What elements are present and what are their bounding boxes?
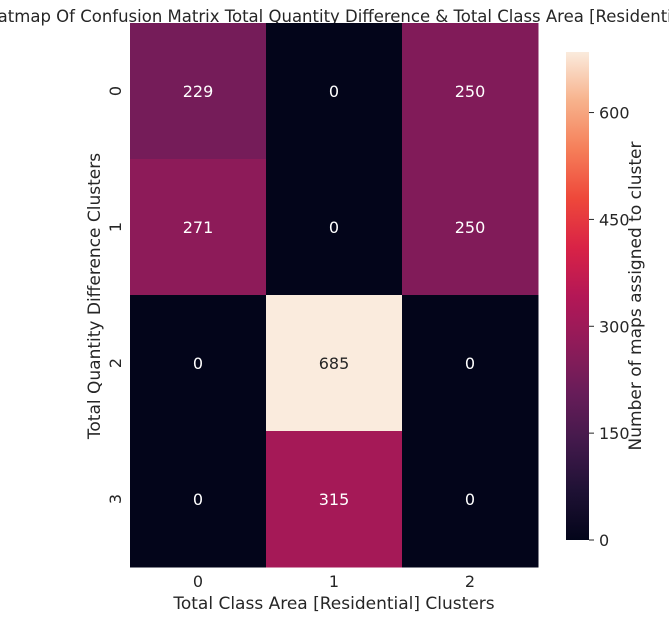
heatmap-cell bbox=[130, 159, 267, 296]
colorbar bbox=[566, 52, 589, 540]
x-tick-label: 0 bbox=[193, 572, 203, 591]
y-tick-labels: 0 1 2 3 bbox=[106, 86, 125, 504]
heatmap-cell bbox=[266, 159, 403, 296]
cell-value-label: 0 bbox=[329, 82, 339, 101]
chart-title: Heatmap Of Confusion Matrix Total Quanti… bbox=[0, 7, 669, 26]
colorbar-tick-label: 450 bbox=[599, 210, 630, 229]
y-tick-label: 0 bbox=[106, 86, 125, 96]
heatmap-cell bbox=[130, 23, 267, 160]
cell-value-label: 229 bbox=[183, 82, 214, 101]
x-tick-label: 1 bbox=[329, 572, 339, 591]
cell-value-label: 250 bbox=[455, 82, 486, 101]
colorbar-tick-label: 150 bbox=[599, 424, 630, 443]
x-axis-label: Total Class Area [Residential] Clusters bbox=[172, 594, 494, 614]
heatmap-cell bbox=[266, 295, 403, 432]
cell-value-label: 271 bbox=[183, 218, 214, 237]
cell-value-label: 0 bbox=[193, 490, 203, 509]
cell-value-label: 250 bbox=[455, 218, 486, 237]
heatmap-cell bbox=[130, 431, 267, 568]
cell-value-label: 315 bbox=[319, 490, 350, 509]
y-tick-label: 1 bbox=[106, 222, 125, 232]
cell-value-label: 0 bbox=[329, 218, 339, 237]
heatmap-cell bbox=[402, 159, 539, 296]
heatmap-cell bbox=[402, 23, 539, 160]
heatmap-cell bbox=[402, 431, 539, 568]
cell-value-label: 685 bbox=[319, 354, 350, 373]
y-axis-label: Total Quantity Difference Clusters bbox=[85, 153, 105, 440]
cell-value-label: 0 bbox=[465, 354, 475, 373]
colorbar-tick-label: 300 bbox=[599, 317, 630, 336]
x-tick-labels: 0 1 2 bbox=[193, 572, 475, 591]
colorbar-ticks: 0 150 300 450 600 bbox=[589, 104, 630, 550]
x-tick-label: 2 bbox=[465, 572, 475, 591]
colorbar-tick-label: 600 bbox=[599, 104, 630, 123]
heatmap-cell bbox=[266, 23, 403, 160]
heatmap-cells bbox=[130, 23, 539, 568]
colorbar-label: Number of maps assigned to cluster bbox=[626, 142, 646, 451]
heatmap-cell bbox=[130, 295, 267, 432]
y-tick-label: 2 bbox=[106, 358, 125, 368]
cell-value-label: 0 bbox=[193, 354, 203, 373]
cell-value-label: 0 bbox=[465, 490, 475, 509]
heatmap-cell bbox=[402, 295, 539, 432]
y-tick-label: 3 bbox=[106, 494, 125, 504]
colorbar-tick-label: 0 bbox=[599, 531, 609, 550]
heatmap-cell bbox=[266, 431, 403, 568]
cell-annotations: 229 0 250 271 0 250 0 685 0 0 315 0 bbox=[183, 82, 486, 509]
